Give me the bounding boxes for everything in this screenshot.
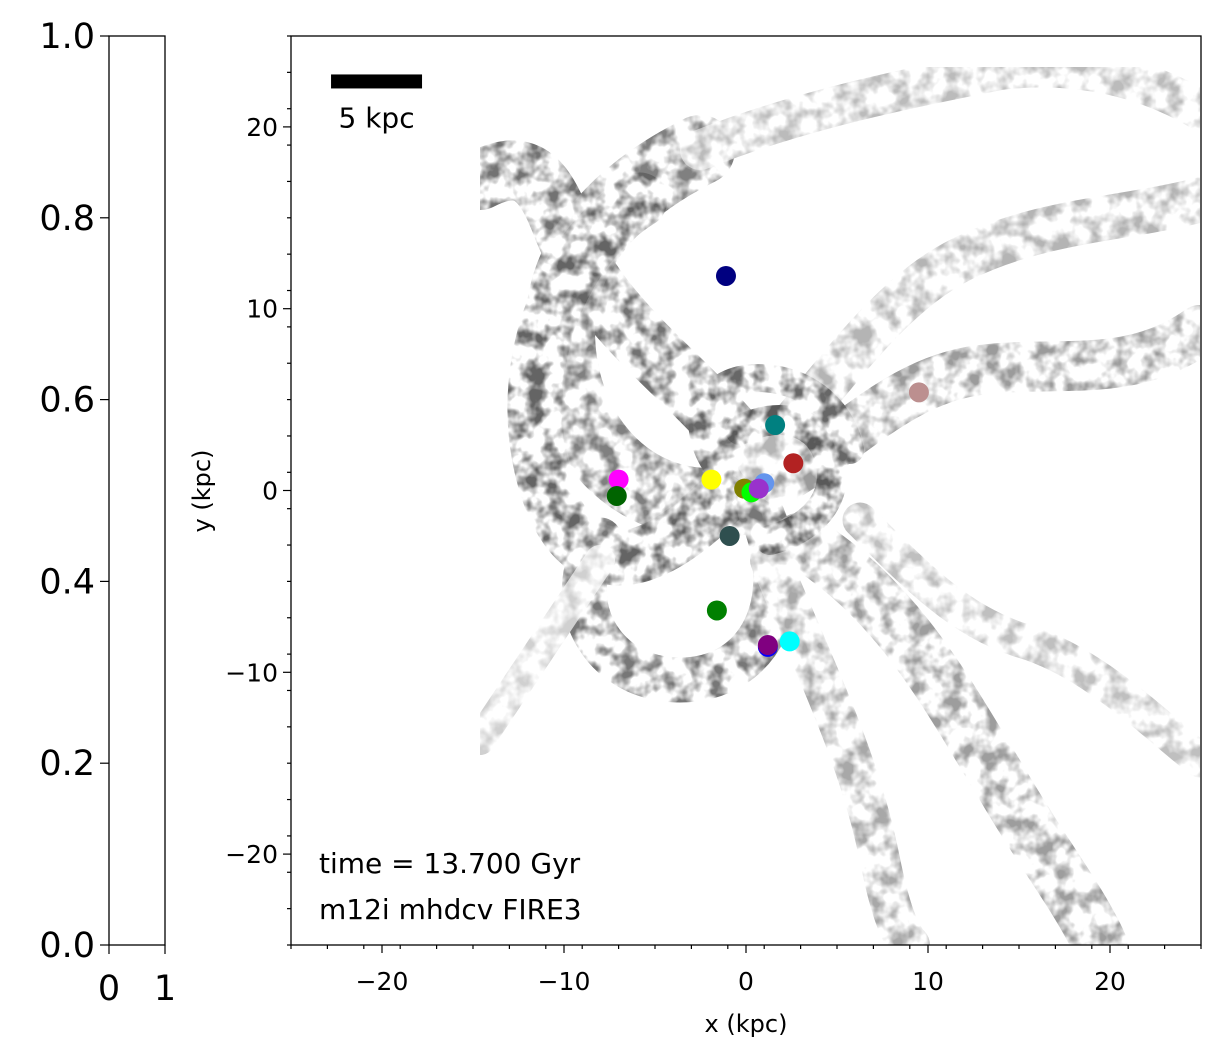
colorbar-y-tick-label: 1.0	[39, 17, 95, 57]
x-tick-label: −10	[538, 967, 591, 996]
scatter-point	[748, 478, 769, 499]
scale-bar	[331, 74, 423, 89]
y-tick-label: 10	[246, 295, 278, 324]
scatter-point	[715, 265, 736, 286]
colorbar-x-tick-label: 1	[154, 969, 176, 1009]
scatter-point	[719, 525, 740, 546]
scatter-point	[706, 600, 727, 621]
colorbar-y-tick-label: 0.6	[39, 381, 95, 421]
scatter-point	[701, 469, 722, 490]
scatter-point	[757, 635, 778, 656]
scatter-point	[606, 485, 627, 506]
colorbar-x-tick-label: 0	[98, 969, 120, 1009]
x-tick-label: 20	[1094, 967, 1126, 996]
x-axis-label: x (kpc)	[705, 1010, 788, 1038]
scatter-point	[779, 631, 800, 652]
scatter-point	[783, 453, 804, 474]
y-tick-label: −20	[225, 840, 278, 869]
colorbar-y-tick-label: 0.8	[39, 199, 95, 239]
y-tick-label: 0	[262, 477, 278, 506]
scatter-points	[606, 265, 929, 657]
colorbar-frame	[108, 35, 166, 946]
y-tick-label: −10	[225, 658, 278, 687]
annotation-simulation: m12i mhdcv FIRE3	[319, 893, 582, 926]
x-tick-label: 10	[912, 967, 944, 996]
colorbar-y-tick-label: 0.4	[39, 562, 95, 602]
x-tick-label: −20	[356, 967, 409, 996]
scatter-point	[608, 469, 629, 490]
y-tick-label: 20	[246, 113, 278, 142]
scale-bar-label: 5 kpc	[338, 101, 414, 134]
colorbar-y-tick-label: 0.0	[39, 926, 95, 966]
y-axis-label: y (kpc)	[188, 450, 216, 533]
annotation-time: time = 13.700 Gyr	[319, 847, 581, 880]
scatter-point	[765, 415, 786, 436]
colorbar-y-tick-label: 0.2	[39, 744, 95, 784]
gas-density-map	[450, 47, 1201, 945]
scatter-point	[908, 382, 929, 403]
x-tick-label: 0	[738, 967, 754, 996]
